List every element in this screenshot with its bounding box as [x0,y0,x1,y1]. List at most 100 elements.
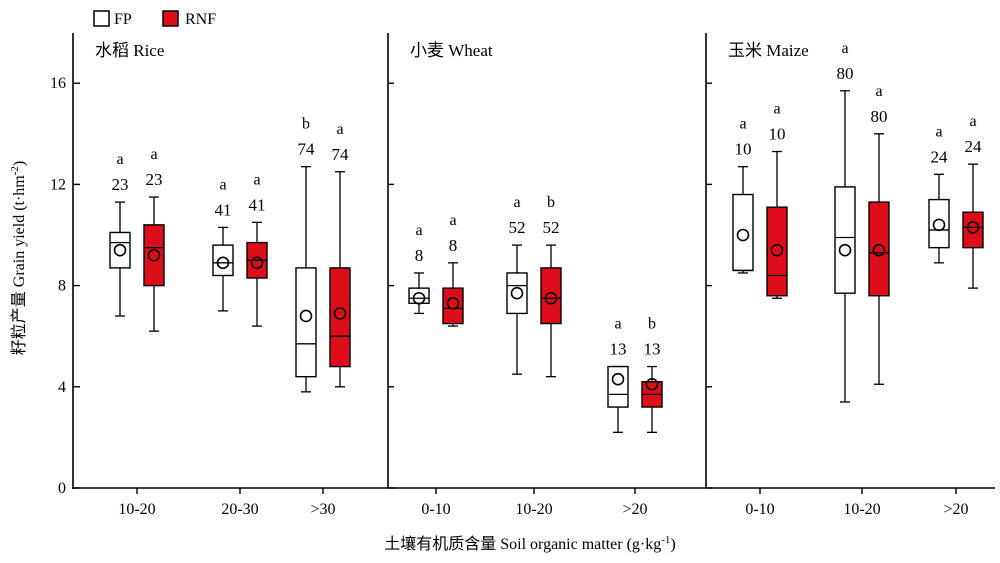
mean-marker [333,307,347,320]
box-rnf: 41 a [246,171,268,327]
significance-letter: a [336,121,343,138]
box-rnf: 74 a [329,121,351,388]
iqr-box [868,201,890,297]
iqr-box [408,287,430,305]
significance-letter: a [739,116,746,133]
iqr-box [212,244,234,277]
x-tick-label: 0-10 [421,501,450,518]
x-tick-label: 10-20 [843,501,880,518]
significance-letter: a [969,113,976,130]
category-1-20-30: 20-30 41 a 41 a [212,171,268,518]
x-tick-label: 0-10 [745,501,774,518]
y-axis-title-en: Grain yield (t·hm [11,175,28,288]
y-axis-title-close: ) [11,161,28,166]
panel-1: 水稻 Rice 10-20 23 a 23 a 20-30 41 a 41 a >30 74 b 74 a [95,41,351,518]
iqr-box [295,267,317,378]
y-axis-title-zh: 籽粒产量 [10,291,28,355]
mean-marker [299,309,313,323]
significance-letter: a [935,123,942,140]
sample-size-label: 13 [644,340,661,359]
box-rnf: 52 b [540,194,562,378]
box-rnf: 8a [442,212,464,327]
mean-marker [113,243,127,257]
legend-swatch-fp [93,10,110,27]
sample-size-label: 80 [871,107,888,126]
sample-size-label: 10 [769,125,786,144]
iqr-box [143,224,165,287]
significance-letter: a [841,40,848,57]
category-1-10-20: 10-20 23 a 23 a [109,146,165,518]
panel-3: 玉米 Maize 0-10 10 a 10 a 10-20 80 a 80 a >20 24 a 24 a [728,40,984,518]
mean-marker [147,248,161,262]
y-axis-title-sup: -2 [9,166,21,175]
mean-marker [645,377,659,391]
mean-marker [838,243,852,257]
category-3-10-20: 10-20 80 a 80 a [834,40,890,518]
x-axis-title-sup: -1 [661,534,670,546]
sample-size-label: 74 [332,145,350,164]
category-3-20: >20 24 a 24 a [928,113,984,518]
sample-size-label: 8 [449,236,458,255]
box-rnf: 80 a [868,83,890,385]
iqr-box [540,267,562,325]
iqr-box [962,211,984,249]
x-axis-title-en: Soil organic matter (g·kg [500,536,661,553]
sample-size-label: 41 [249,195,266,214]
mean-marker [872,243,886,257]
panel-title-2: 小麦 Wheat [410,41,493,60]
iqr-box [506,272,528,315]
box-fp: 8a [408,222,430,315]
y-tick-label-0: 0 [58,480,66,497]
significance-letter: a [614,316,621,333]
y-tick-label-8: 8 [58,278,66,295]
box-fp: 80 a [834,40,856,403]
iqr-box [766,206,788,297]
mean-marker [544,291,558,305]
sample-size-label: 74 [298,140,316,159]
category-1-30: >30 74 b 74 a [295,116,351,518]
x-axis-title-zh: 土壤有机质含量 [384,534,496,553]
sample-size-label: 52 [543,218,560,237]
x-tick-label: 10-20 [118,501,155,518]
mean-marker [216,256,230,270]
y-tick-label-4: 4 [58,379,66,396]
category-2-20: >20 13 a 13 b [607,316,663,518]
mean-marker [770,243,784,257]
sample-size-label: 41 [215,200,232,219]
x-axis-title-close: ) [670,536,675,553]
significance-letter: b [648,316,656,333]
y-tick-label-16: 16 [50,75,66,92]
x-tick-label: >30 [310,501,335,518]
significance-letter: a [449,212,456,229]
sample-size-label: 52 [509,218,526,237]
iqr-box [442,287,464,325]
significance-letter: a [513,194,520,211]
mean-marker [446,297,460,310]
significance-letter: a [773,101,780,118]
box-rnf: 24 a [962,113,984,289]
significance-letter: b [547,194,555,211]
sample-size-label: 13 [610,340,627,359]
iqr-box [732,193,754,272]
legend-swatch-rnf [162,10,179,27]
sample-size-label: 8 [415,246,424,265]
panel-title-3: 玉米 Maize [728,41,809,60]
box-fp: 10 a [732,116,754,274]
sample-size-label: 10 [735,140,752,159]
plot-area: 0 4 8 12 16 水稻 Rice 10-20 23 a 23 a 20-30 41 a 41 a >30 7… [50,33,995,518]
mean-marker [250,256,264,270]
box-fp: 24 a [928,123,950,264]
category-2-10-20: 10-20 52 a 52 b [506,194,562,518]
mean-marker [412,291,426,305]
significance-letter: a [116,151,123,168]
x-axis-title: 土壤有机质含量 Soil organic matter (g·kg-1) [384,534,676,553]
mean-marker [611,372,625,386]
significance-letter: b [302,116,310,133]
legend-label-fp: FP [114,11,132,28]
box-fp: 52 a [506,194,528,375]
iqr-box [109,231,131,269]
sample-size-label: 23 [112,175,129,194]
